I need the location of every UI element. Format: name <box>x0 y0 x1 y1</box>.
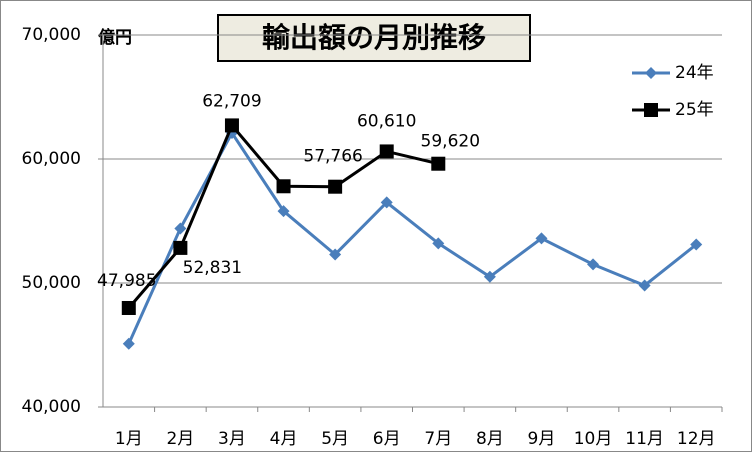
legend-marker <box>644 103 658 117</box>
x-tick-label: 2月 <box>166 429 194 449</box>
data-point <box>224 118 239 133</box>
data-label: 59,620 <box>421 132 480 152</box>
x-tick-label: 6月 <box>373 429 401 449</box>
legend-marker <box>645 67 657 79</box>
x-tick-label: 10月 <box>574 429 613 449</box>
data-label: 47,985 <box>97 271 156 291</box>
data-point <box>432 237 445 250</box>
data-label: 52,831 <box>183 258 242 278</box>
data-point <box>173 240 188 255</box>
x-tick-label: 12月 <box>677 429 716 449</box>
data-point <box>122 337 135 350</box>
y-tick-label: 50,000 <box>22 273 81 293</box>
legend-label: 25年 <box>675 100 714 120</box>
data-point <box>329 248 342 261</box>
data-point <box>380 196 393 209</box>
data-point <box>328 179 343 194</box>
chart-title: 輸出額の月別推移 <box>262 21 486 54</box>
y-tick-label: 60,000 <box>22 149 81 169</box>
x-tick-label: 9月 <box>528 429 556 449</box>
x-tick-label: 5月 <box>321 429 349 449</box>
x-tick-label: 8月 <box>476 429 504 449</box>
data-point <box>638 279 651 292</box>
x-tick-label: 1月 <box>115 429 143 449</box>
y-tick-label: 70,000 <box>22 25 81 45</box>
x-tick-label: 11月 <box>625 429 664 449</box>
y-unit-label: 億円 <box>98 27 132 48</box>
data-point <box>431 156 446 171</box>
data-label: 60,610 <box>357 111 416 131</box>
data-point <box>535 232 548 245</box>
x-tick-label: 3月 <box>218 429 246 449</box>
data-point <box>277 205 290 218</box>
title-box <box>217 14 531 62</box>
data-label: 62,709 <box>202 91 261 111</box>
data-point <box>174 222 187 235</box>
x-tick-label: 4月 <box>270 429 298 449</box>
data-label: 57,766 <box>303 147 362 167</box>
x-tick-label: 7月 <box>424 429 452 449</box>
data-point <box>690 238 703 251</box>
y-tick-label: 40,000 <box>22 397 81 417</box>
legend-label: 24年 <box>675 63 714 83</box>
data-point <box>483 270 496 283</box>
data-point <box>276 179 291 194</box>
data-point <box>379 144 394 159</box>
data-point <box>587 258 600 271</box>
data-point <box>121 300 136 315</box>
